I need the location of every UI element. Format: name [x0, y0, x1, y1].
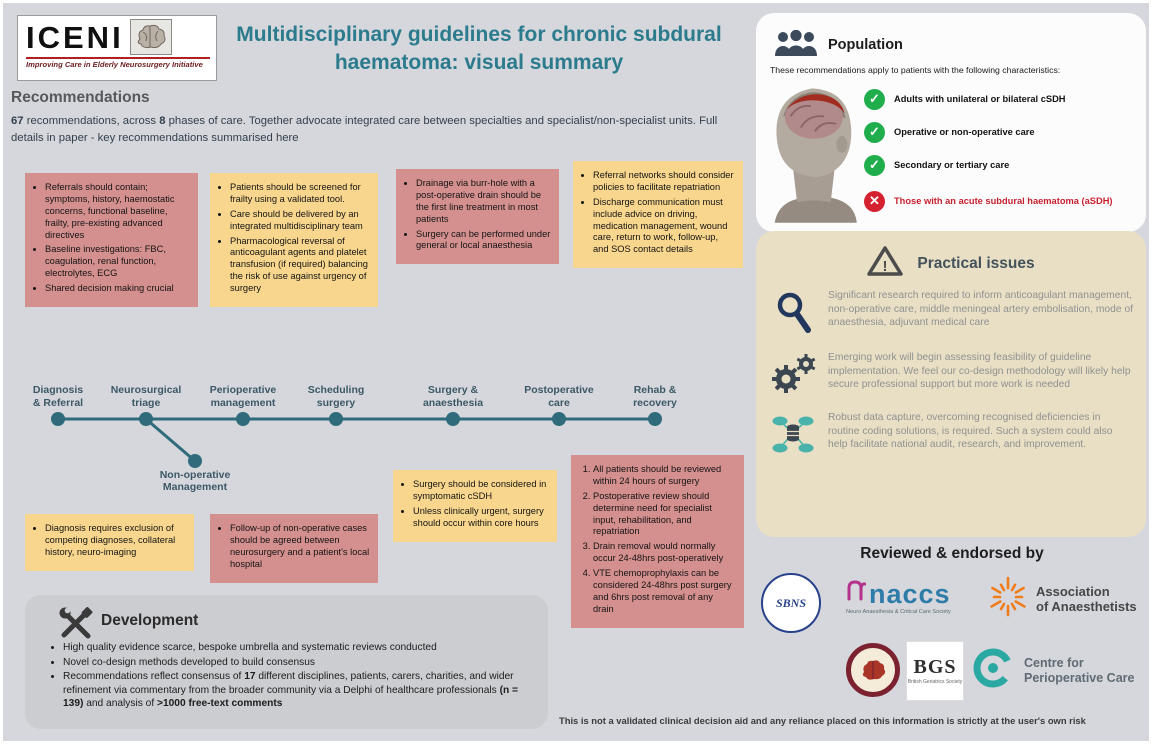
recommendation-box-followup: Follow-up of non-operative cases should … [210, 514, 378, 583]
practical-issues-panel: ! Practical issues Significant research … [756, 231, 1146, 537]
recommendations-heading: Recommendations [11, 89, 150, 106]
svg-text:!: ! [883, 258, 888, 275]
numbered-item: VTE chemoprophylaxis can be considered 2… [593, 568, 736, 616]
timeline-phase-perioperative: Perioperative management [209, 384, 277, 409]
practical-issues-header: ! Practical issues [756, 245, 1146, 282]
iceni-tagline: Improving Care in Elderly Neurosurgery I… [26, 60, 203, 69]
bullet-item: Pharmacological reversal of anticoagulan… [230, 236, 370, 295]
development-bullets: High quality evidence scarce, bespoke um… [49, 641, 541, 712]
practical-item-data: Robust data capture, overcoming recognis… [770, 411, 1134, 457]
naccs-mark-icon [846, 579, 867, 606]
check-icon: ✓ [864, 121, 885, 143]
data-network-icon [770, 411, 816, 457]
association-of-anaesthetists-logo: Association of Anaesthetists [986, 575, 1148, 624]
development-panel: Development High quality evidence scarce… [25, 595, 548, 729]
timeline-dot [329, 412, 343, 426]
recommendation-box-referrals: Referrals should contain; symptoms, hist… [25, 173, 198, 308]
practical-item-implementation: Emerging work will begin assessing feasi… [770, 351, 1134, 395]
bullet-item: Baseline investigations: FBC, coagulatio… [45, 244, 190, 280]
iceni-logo-text: ICENI [26, 19, 124, 55]
bullet-item: Patients should be screened for frailty … [230, 182, 370, 206]
recommendation-box-scheduling: Surgery should be considered in symptoma… [393, 470, 557, 542]
population-criterion-exclusion: ✕ Those with an acute subdural haematoma… [864, 189, 1140, 213]
recommendation-box-surgery: Drainage via burr-hole with a post-opera… [396, 169, 559, 265]
timeline-branch-dot [188, 454, 202, 468]
tools-icon [55, 606, 95, 647]
population-panel: Population These recommendations apply t… [756, 13, 1146, 232]
timeline-dot [236, 412, 250, 426]
timeline-dot [446, 412, 460, 426]
warning-icon: ! [867, 245, 904, 282]
care-pathway-timeline: Diagnosis & Referral Neurosurgical triage … [3, 365, 763, 515]
cpoc-ring-icon [970, 645, 1016, 696]
bullet-item: Diagnosis requires exclusion of competin… [45, 523, 186, 559]
bullet-item: Drainage via burr-hole with a post-opera… [416, 178, 551, 226]
check-icon: ✓ [864, 88, 885, 110]
bullet-item: Care should be delivered by an integrate… [230, 209, 370, 233]
bullet-item: Novel co-design methods developed to bui… [63, 656, 541, 670]
iceni-logo: ICENI Improving Care in Elderly Neurosur… [17, 15, 217, 81]
recommendations-intro: 67 recommendations, across 8 phases of c… [11, 115, 718, 144]
magnifier-icon [770, 289, 816, 335]
endorsed-section: Reviewed & endorsed by SBNS naccs Neuro … [756, 545, 1148, 713]
timeline-phase-diagnosis: Diagnosis & Referral [32, 384, 84, 409]
bullet-item: High quality evidence scarce, bespoke um… [63, 641, 541, 655]
bullet-item: Surgery can be performed under general o… [416, 229, 551, 253]
naccs-logo: naccs Neuro Anaesthesia & Critical Care … [846, 578, 951, 615]
timeline-dot [648, 412, 662, 426]
practical-issues-title: Practical issues [917, 254, 1035, 272]
development-title: Development [101, 612, 199, 629]
practical-item-research: Significant research required to inform … [770, 289, 1134, 335]
disclaimer: This is not a validated clinical decisio… [559, 715, 1086, 726]
logo-divider [26, 57, 210, 59]
population-criterion: ✓ Secondary or tertiary care [864, 153, 1140, 177]
bullet-item: Referral networks should consider polici… [593, 170, 735, 194]
page-title: Multidisciplinary guidelines for chronic… [236, 23, 722, 74]
timeline-phase-rehab: Rehab & recovery [633, 384, 677, 409]
numbered-item: All patients should be reviewed within 2… [593, 464, 736, 488]
recommendation-box-perioperative: Patients should be screened for frailty … [210, 173, 378, 308]
timeline-phase-surgery: Surgery & anaesthesia [422, 384, 484, 409]
timeline-phase-triage: Neurosurgical triage [110, 384, 182, 409]
timeline-graphic [51, 412, 662, 468]
population-intro: These recommendations apply to patients … [770, 65, 1061, 75]
timeline-branch-non-operative: Non-operative Management [159, 469, 231, 494]
starburst-icon [986, 575, 1030, 624]
bullet-item: Recommendations reflect consensus of 17 … [63, 670, 541, 711]
numbered-item: Drain removal would normally occur 24-48… [593, 541, 736, 565]
population-criterion: ✓ Operative or non-operative care [864, 120, 1140, 144]
endorsed-title: Reviewed & endorsed by [860, 545, 1044, 562]
head-brain-illustration [756, 75, 868, 230]
bullet-item: Follow-up of non-operative cases should … [230, 523, 370, 571]
cpoc-logo: Centre for Perioperative Care [970, 645, 1148, 696]
bullet-item: Shared decision making crucial [45, 283, 190, 295]
timeline-dot [51, 412, 65, 426]
timeline-dot [552, 412, 566, 426]
population-criterion: ✓ Adults with unilateral or bilateral cS… [864, 87, 1140, 111]
bullet-item: Referrals should contain; symptoms, hist… [45, 182, 190, 241]
timeline-dot [139, 412, 153, 426]
population-title: Population [828, 37, 903, 53]
brain-thumbnail-icon [129, 19, 172, 55]
numbered-item: Postoperative review should determine ne… [593, 491, 736, 539]
bullet-item: Unless clinically urgent, surgery should… [413, 506, 549, 530]
brain-society-logo [846, 643, 900, 697]
timeline-phase-scheduling: Scheduling surgery [307, 384, 365, 409]
timeline-phase-postoperative: Postoperative care [524, 384, 594, 409]
recommendation-box-postoperative: All patients should be reviewed within 2… [571, 455, 744, 628]
recommendation-box-diagnosis: Diagnosis requires exclusion of competin… [25, 514, 194, 571]
check-icon: ✓ [864, 154, 885, 176]
recommendation-box-discharge: Referral networks should consider polici… [573, 161, 743, 269]
sbns-logo: SBNS [761, 573, 821, 633]
bullet-item: Surgery should be considered in symptoma… [413, 479, 549, 503]
population-people-icon [772, 29, 820, 64]
bgs-logo: BGS British Geriatrics Society [906, 641, 964, 701]
cross-icon: ✕ [864, 190, 885, 212]
bullet-item: Discharge communication must include adv… [593, 197, 735, 256]
gears-icon [770, 351, 816, 395]
